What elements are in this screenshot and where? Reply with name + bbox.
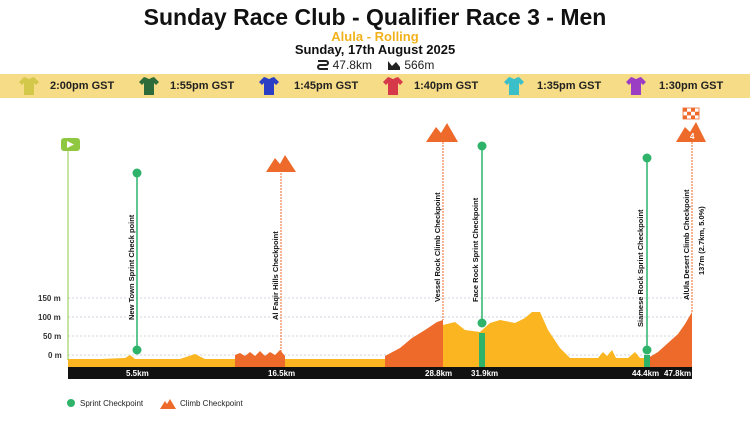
climb-category: 4	[690, 132, 695, 141]
checkpoint-label: New Town Sprint Check point	[127, 214, 136, 320]
elevation-stat: 566m	[387, 58, 434, 72]
mountain-icon	[388, 61, 401, 70]
jersey-icon	[383, 77, 403, 95]
checkpoint-label: Al Faqir Hills Checkpoint	[271, 231, 280, 320]
sprint-zone	[479, 333, 485, 367]
start-times-banner: 2:00pm GST 1:55pm GST 1:45pm GST 1:40pm …	[0, 74, 750, 98]
start-slot: 2:00pm GST	[18, 76, 114, 96]
elevation-value: 566m	[404, 58, 435, 72]
start-time: 1:40pm GST	[414, 80, 479, 92]
legend-label: Sprint Checkpoint	[80, 398, 144, 408]
sprint-zone	[644, 355, 650, 367]
start-slot: 1:45pm GST	[258, 76, 358, 96]
start-slot: 1:35pm GST	[503, 76, 601, 96]
elevation-area	[443, 312, 648, 367]
elevation-profile: 150 m 100 m 50 m 0 m 5.5km 16.5km 28.8km…	[38, 107, 706, 379]
sprint-marker	[642, 153, 652, 163]
axis-label: 150 m	[38, 294, 61, 303]
axis-label: 0 m	[48, 351, 62, 360]
route-subtitle: Alula - Rolling	[331, 29, 419, 44]
checkpoint-label: Vessel Rock Climb Checkpoint	[433, 192, 442, 302]
start-slot: 1:55pm GST	[138, 76, 234, 96]
checkpoint-label: Face Rock Sprint Checkpoint	[471, 197, 480, 302]
sprint-legend-icon	[67, 399, 75, 407]
jersey-icon	[504, 77, 524, 95]
sprint-marker	[132, 168, 142, 178]
checkpoint-label: Siamese Rock Sprint Checkpoint	[636, 209, 645, 327]
distance-strip	[68, 367, 692, 379]
page-title: Sunday Race Club - Qualifier Race 3 - Me…	[143, 4, 607, 30]
sprint-marker	[642, 345, 652, 355]
climb-segment	[235, 350, 285, 367]
start-time: 1:55pm GST	[170, 80, 235, 92]
km-marker: 16.5km	[268, 369, 295, 378]
start-slot: 1:30pm GST	[625, 76, 723, 96]
jersey-icon	[626, 77, 646, 95]
race-stats: 47.8km 566m	[0, 58, 750, 74]
checkpoint-label: AlUla Desert Climb Checkpoint	[682, 189, 691, 300]
jersey-icon	[259, 77, 279, 95]
axis-label: 50 m	[43, 332, 61, 341]
start-time: 2:00pm GST	[50, 80, 115, 92]
climb-segment	[648, 312, 692, 367]
jersey-icon	[139, 77, 159, 95]
climb-marker-icon	[426, 123, 458, 142]
elevation-area	[285, 359, 385, 367]
legend-sprint: Sprint Checkpoint	[66, 398, 143, 408]
distance-value: 47.8km	[332, 58, 372, 72]
climb-details: 137m (2.7km, 5.0%)	[697, 206, 706, 275]
sprint-marker	[477, 318, 487, 328]
play-icon	[67, 141, 74, 148]
start-slot: 1:40pm GST	[382, 76, 478, 96]
km-marker: 28.8km	[425, 369, 452, 378]
route-icon	[316, 60, 329, 70]
start-time: 1:35pm GST	[537, 80, 602, 92]
distance-stat: 47.8km	[316, 58, 372, 72]
km-marker: 31.9km	[471, 369, 498, 378]
sprint-marker	[132, 345, 142, 355]
jersey-icon	[19, 77, 39, 95]
start-time: 1:30pm GST	[659, 80, 724, 92]
race-date: Sunday, 17th August 2025	[294, 42, 456, 57]
sprint-marker	[477, 141, 487, 151]
climb-marker-icon	[676, 122, 706, 142]
climb-marker-icon	[266, 155, 296, 172]
legend-climb: Climb Checkpoint	[159, 398, 243, 409]
climb-legend-icon	[160, 399, 176, 409]
start-time: 1:45pm GST	[294, 80, 359, 92]
km-marker: 5.5km	[126, 369, 149, 378]
elevation-area	[68, 354, 235, 367]
km-marker: 44.4km	[632, 369, 659, 378]
finish-flag-icon	[682, 107, 700, 120]
legend-label: Climb Checkpoint	[180, 399, 243, 408]
climb-segment	[385, 320, 443, 367]
axis-label: 100 m	[38, 313, 61, 322]
km-marker: 47.8km	[664, 369, 691, 378]
